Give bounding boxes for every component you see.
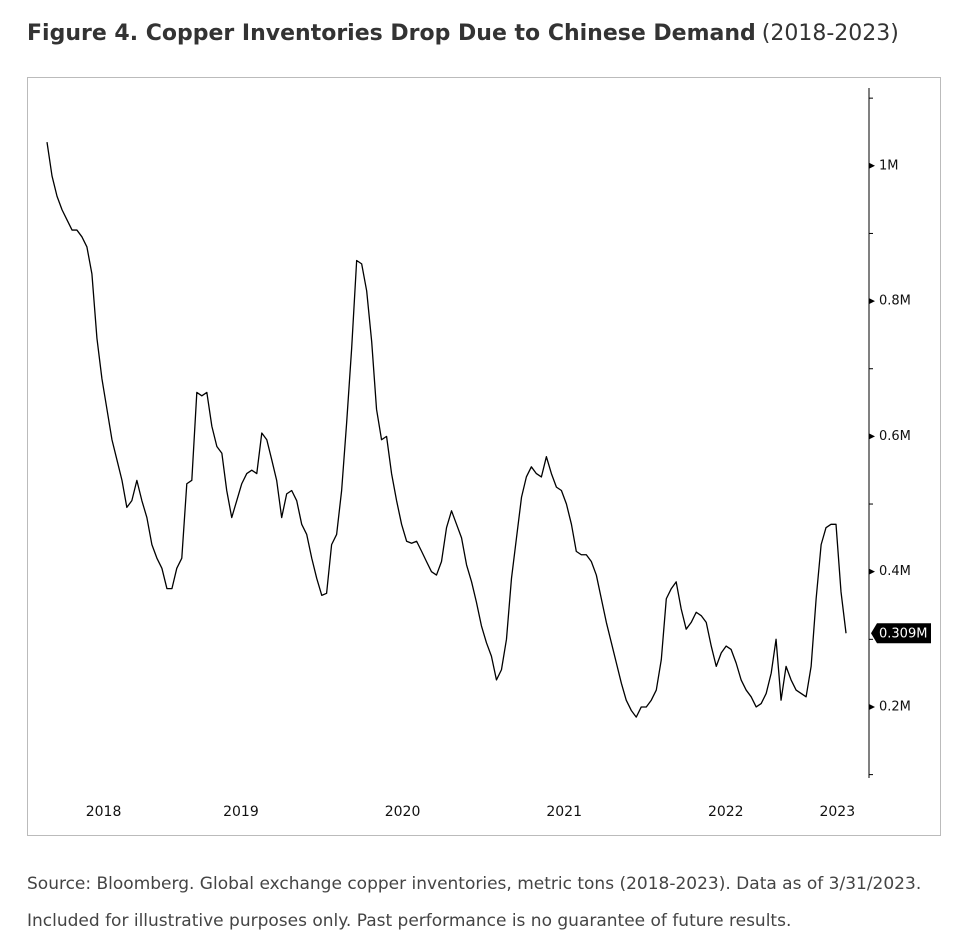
y-tick	[869, 433, 875, 440]
x-tick-label: 2020	[385, 804, 421, 820]
last-value-label: 0.309M	[879, 627, 927, 642]
last-value-box	[871, 623, 931, 644]
chart-title-line: Figure 4. Copper Inventories Drop Due to…	[27, 21, 899, 46]
x-tick-label: 2023	[819, 804, 855, 820]
y-tick	[869, 568, 875, 575]
y-tick-label: 1M	[879, 158, 899, 173]
y-tick	[869, 298, 875, 305]
y-tick-label: 0.8M	[879, 294, 911, 309]
source-note: Source: Bloomberg. Global exchange coppe…	[27, 874, 921, 894]
y-tick-label: 0.6M	[879, 429, 911, 444]
disclaimer: Included for illustrative purposes only.…	[27, 911, 791, 931]
y-tick-label: 0.4M	[879, 564, 911, 579]
y-tick	[869, 162, 875, 169]
chart-frame	[27, 77, 941, 836]
x-tick-label: 2021	[546, 804, 582, 820]
y-tick-label: 0.2M	[879, 699, 911, 714]
chart-title: Figure 4. Copper Inventories Drop Due to…	[27, 21, 756, 46]
y-tick	[869, 703, 875, 710]
data-line	[46, 142, 847, 718]
x-tick-label: 2019	[223, 804, 259, 820]
chart-subtitle: (2018-2023)	[762, 21, 899, 46]
x-tick-label: 2018	[86, 804, 122, 820]
x-tick-label: 2022	[708, 804, 744, 820]
